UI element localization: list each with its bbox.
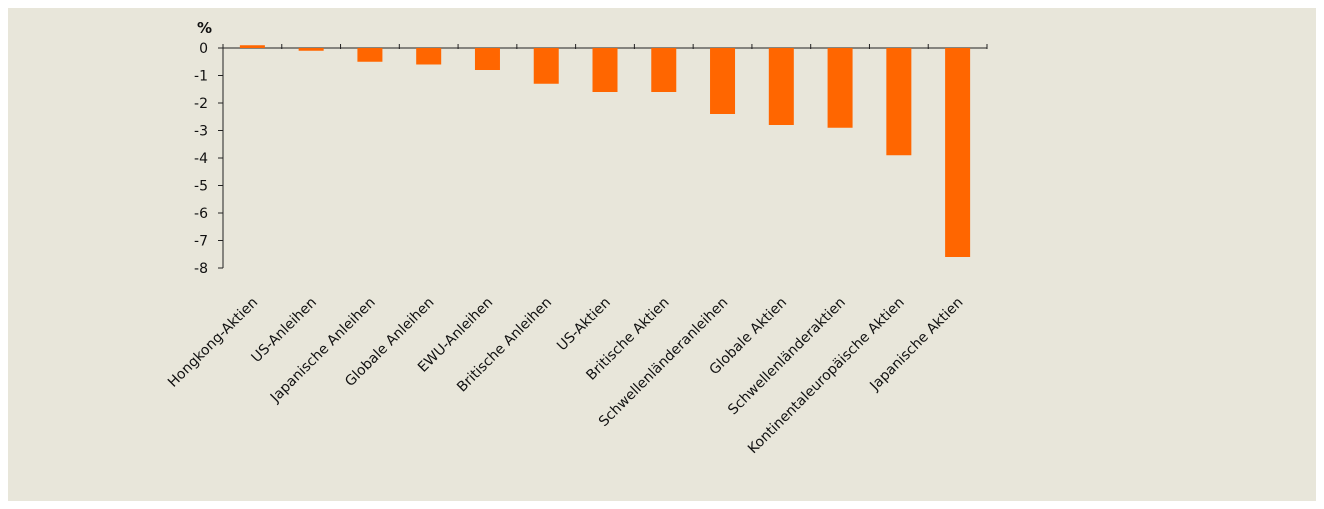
- bar: [533, 48, 559, 84]
- y-tick-label: -2: [194, 96, 208, 112]
- bar: [827, 48, 853, 128]
- y-axis: 0 -1 -2 -3 -4 -5 -6 -7 -8: [194, 41, 224, 277]
- y-tick-label: -4: [194, 151, 208, 167]
- y-tick-label: -7: [194, 234, 208, 250]
- category-label: Schwellenländeraktien: [725, 295, 849, 419]
- bar: [357, 48, 383, 62]
- bar: [886, 48, 912, 156]
- bar: [710, 48, 736, 114]
- bar: [768, 48, 794, 125]
- category-label: Hongkong-Aktien: [165, 295, 261, 391]
- category-label: Japanische Anleihen: [267, 295, 379, 407]
- y-axis-unit-label: %: [197, 19, 212, 37]
- bar: [416, 48, 442, 65]
- y-tick-label: -6: [194, 206, 208, 222]
- y-tick-label: -3: [194, 124, 208, 140]
- bar: [945, 48, 971, 257]
- category-label: US-Aktien: [554, 295, 614, 355]
- bar: [474, 48, 500, 70]
- bar: [239, 45, 265, 48]
- y-tick-label: -5: [194, 179, 208, 195]
- y-tick-label: -8: [194, 261, 208, 277]
- bar-series: [239, 45, 971, 257]
- bar: [651, 48, 677, 92]
- y-tick-label: 0: [199, 41, 208, 57]
- y-tick-label: -1: [194, 69, 208, 85]
- bar: [298, 48, 324, 51]
- bar: [592, 48, 618, 92]
